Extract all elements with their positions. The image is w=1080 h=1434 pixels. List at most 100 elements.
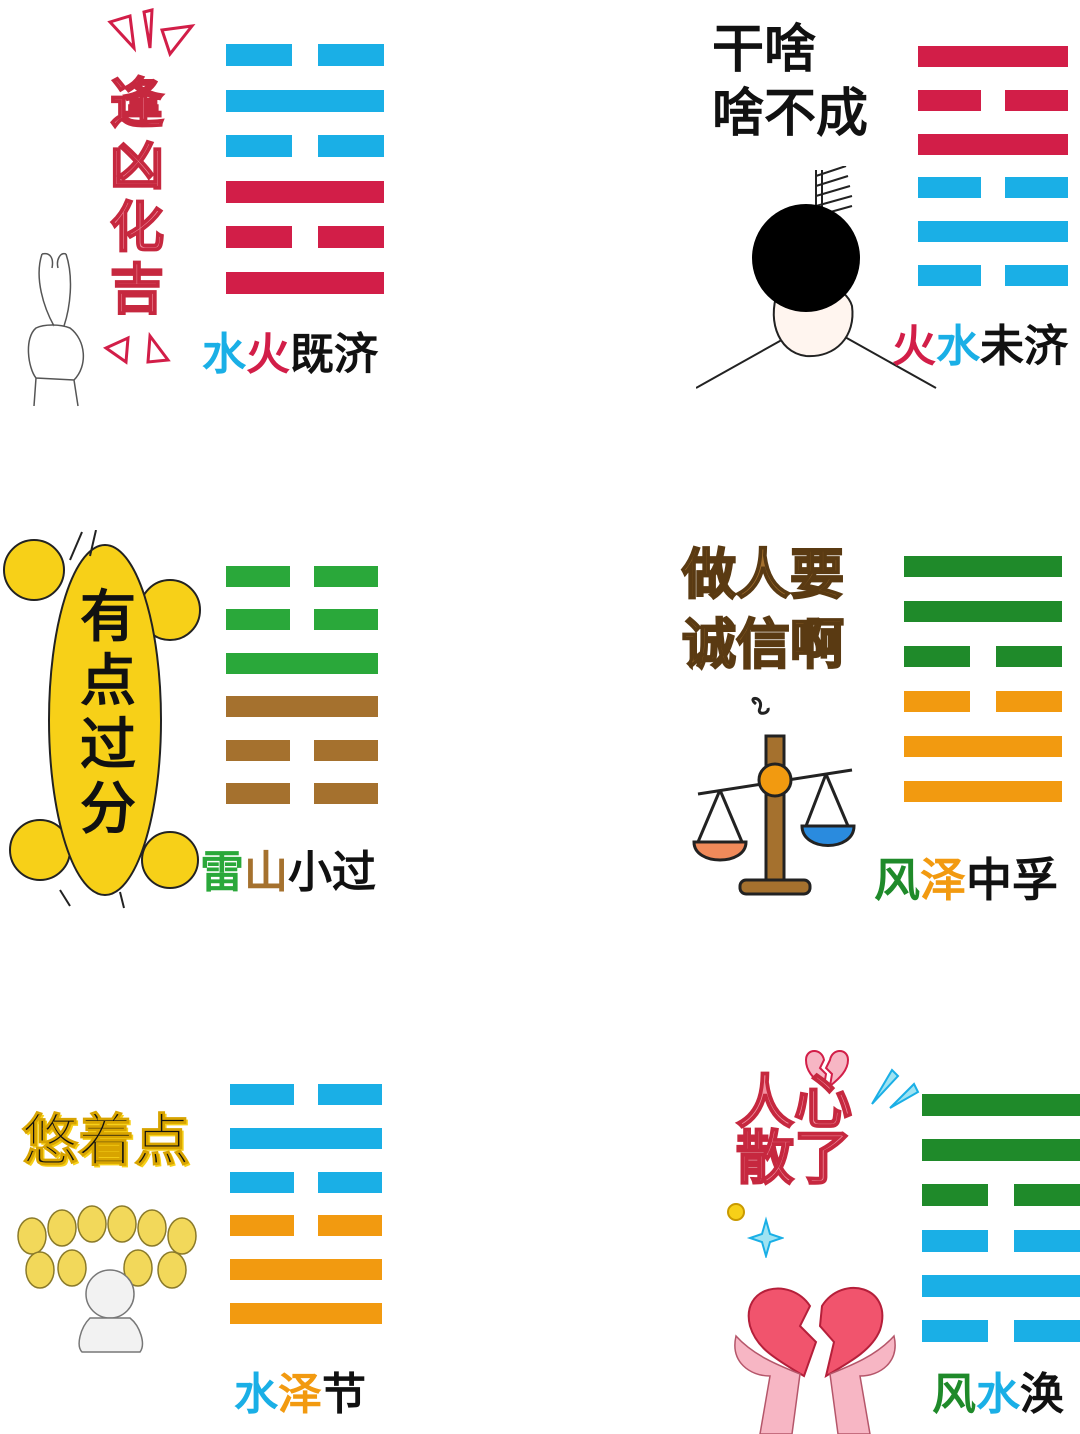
panel-shui-ze-jie: 悠着点 水泽节 (0, 1040, 540, 1434)
hexagram-name-char: 雷 (200, 847, 244, 898)
hands-broken-heart-icon (734, 1287, 896, 1434)
hexagram-name: 火水未济 (892, 310, 1068, 374)
sparkle-marks-icon (107, 8, 196, 58)
yin-line-left (918, 177, 981, 198)
yang-line (922, 1275, 1080, 1297)
hexagram-name-char: 水 (202, 329, 246, 380)
panel-huo-shui-wei-ji: 干啥 啥不成 火水未济 (540, 0, 1080, 420)
hexagram-name-char: 孚 (1012, 853, 1058, 907)
yang-line (230, 1303, 382, 1324)
yin-line-right (318, 226, 384, 248)
yin-line-right (1005, 265, 1068, 286)
yang-line (922, 1139, 1080, 1161)
panel-feng-ze-zhong-fu: 做人要 诚信啊 风泽中孚 (540, 520, 1080, 920)
yin-line-left (226, 740, 290, 761)
yin-line-right (318, 1172, 382, 1193)
yin-line-right (1014, 1230, 1080, 1252)
hexagram-name-char: 济 (1024, 321, 1068, 372)
panel-lei-shan-xiao-guo: 有点过分 雷山小过 (0, 520, 540, 920)
hexagram-name-char: 中 (966, 853, 1012, 907)
person-hanging-head-icon (696, 166, 937, 389)
hexagram-name-char: 水 (976, 1369, 1020, 1420)
hexagram-name-char: 山 (244, 847, 288, 898)
hexagram-name-char: 火 (246, 329, 290, 380)
yang-line (904, 556, 1062, 577)
yang-line (226, 181, 384, 203)
yang-line (226, 90, 384, 112)
hexagram-name: 风水涣 (932, 1358, 1064, 1422)
yang-line (922, 1094, 1080, 1116)
yang-line (226, 653, 378, 674)
yin-line-left (226, 609, 290, 630)
hexagram-name-char: 风 (874, 853, 920, 907)
sticker-text: 干啥 啥不成 (712, 20, 869, 144)
yin-line-left (226, 226, 292, 248)
hexagram-name-char: 水 (936, 321, 980, 372)
hexagram-name-char: 既 (290, 329, 334, 380)
hexagram (918, 46, 1068, 286)
yin-line-right (996, 691, 1062, 712)
yang-line (904, 601, 1062, 622)
yin-line-left (226, 566, 290, 587)
yin-line-left (918, 90, 981, 111)
yin-line-left (922, 1320, 988, 1342)
yang-line (230, 1128, 382, 1149)
yin-line-right (1014, 1320, 1080, 1342)
broken-heart-small-icon (804, 1050, 850, 1088)
yang-line (230, 1259, 382, 1280)
hexagram (230, 1084, 382, 1324)
sticker-text: 做人要 诚信啊 (681, 542, 845, 677)
hexagram (226, 566, 378, 804)
yin-line-left (230, 1172, 294, 1193)
hexagram-name: 水泽节 (234, 1358, 366, 1422)
hexagram-name-char: 济 (334, 329, 378, 380)
hexagram-name-char: 泽 (278, 1369, 322, 1420)
yin-line-left (230, 1215, 294, 1236)
sparkle-dots-icon (727, 1203, 784, 1258)
hexagram-name-char: 水 (234, 1369, 278, 1420)
hexagram-name-char: 火 (892, 321, 936, 372)
yin-line-left (904, 691, 970, 712)
yin-line-left (922, 1230, 988, 1252)
yin-line-right (314, 740, 378, 761)
yin-line-right (1005, 90, 1068, 111)
yellow-character-icon (3, 530, 201, 909)
hexagram (226, 44, 384, 294)
yin-line-left (226, 44, 292, 66)
yin-line-right (318, 1084, 382, 1105)
panel-feng-shui-huan: 人心散了 风水涣 (540, 1040, 1080, 1434)
yin-line-left (918, 265, 981, 286)
yin-line-right (314, 566, 378, 587)
hexagram-name-char: 风 (932, 1369, 976, 1420)
panel-shui-huo-ji-ji: 逢凶化吉 水火既济 (0, 0, 540, 420)
yin-line-right (1005, 177, 1068, 198)
hexagram (904, 556, 1062, 802)
yin-line-right (996, 646, 1062, 667)
sticker-text: 逢凶化吉 (109, 71, 165, 321)
sticker-text: 人心散了 (735, 1068, 853, 1192)
hexagram-name-char: 小 (288, 847, 332, 898)
yang-line (904, 736, 1062, 757)
yin-line-right (1014, 1184, 1080, 1206)
yin-line-left (226, 783, 290, 804)
yang-line (918, 46, 1068, 67)
yin-line-right (314, 609, 378, 630)
hexagram-name-char: 未 (980, 321, 1024, 372)
sparkle-icon (871, 1068, 920, 1109)
hexagram-name-char: 涣 (1020, 1369, 1064, 1420)
yin-line-right (314, 783, 378, 804)
yin-line-right (318, 1215, 382, 1236)
yin-line-left (230, 1084, 294, 1105)
yin-line-right (318, 135, 384, 157)
yang-line (226, 696, 378, 717)
hexagram-name-char: 节 (322, 1369, 366, 1420)
hexagram-name: 水火既济 (202, 318, 378, 382)
yin-line-left (922, 1184, 988, 1206)
hexagram-name: 风泽中孚 (874, 844, 1058, 910)
yin-line-left (226, 135, 292, 157)
yin-line-right (318, 44, 384, 66)
yang-line (226, 272, 384, 294)
hexagram-name-char: 过 (332, 847, 376, 898)
balance-scale-icon (692, 697, 856, 896)
sparkle-marks-bottom-icon (102, 331, 171, 365)
